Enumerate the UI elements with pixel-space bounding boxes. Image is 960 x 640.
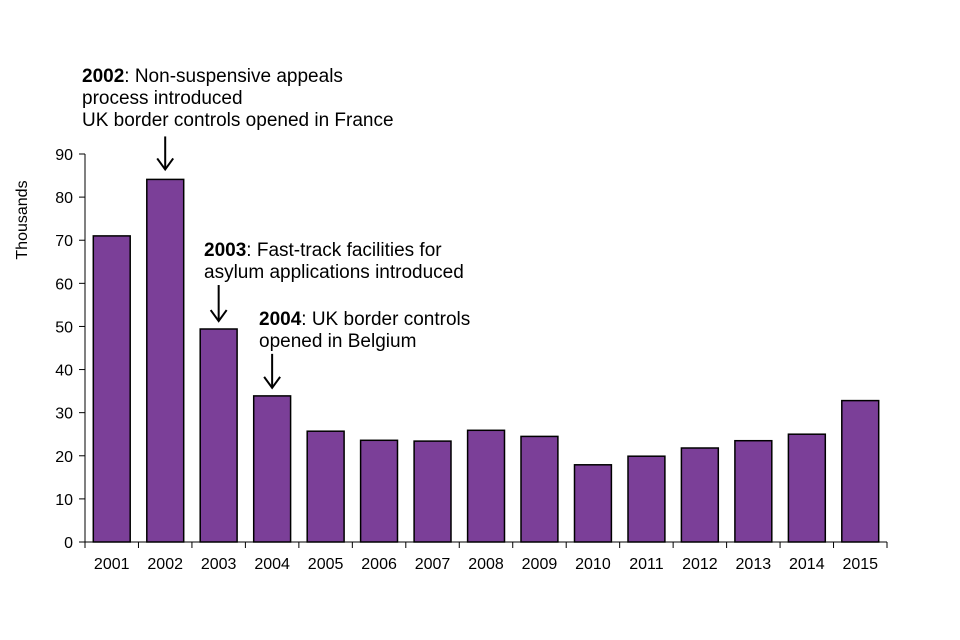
annotation-text: opened in Belgium bbox=[259, 331, 417, 352]
y-tick-label: 80 bbox=[55, 190, 73, 207]
bar-2001 bbox=[92, 235, 131, 543]
annotation-2004: 2004: UK border controls opened in Belgi… bbox=[259, 309, 470, 353]
bar-2002 bbox=[146, 178, 185, 543]
annotation-2003: 2003: Fast-track facilities for asylum a… bbox=[204, 240, 464, 284]
x-tick-label: 2007 bbox=[415, 556, 451, 573]
annotation-text: process introduced bbox=[82, 88, 243, 109]
annotation-text: asylum applications introduced bbox=[204, 262, 464, 283]
y-tick-label: 10 bbox=[55, 492, 73, 509]
bar-2013 bbox=[734, 439, 773, 543]
bars-group bbox=[92, 178, 880, 543]
x-tick-label: 2001 bbox=[94, 556, 130, 573]
bar-2007 bbox=[413, 440, 452, 543]
annotation-text: : UK border controls bbox=[301, 309, 471, 330]
y-axis-label: Thousands bbox=[14, 180, 31, 260]
y-tick-label: 0 bbox=[64, 535, 73, 552]
annotation-arrows bbox=[156, 136, 281, 390]
x-tick-label: 2008 bbox=[468, 556, 504, 573]
annotation-year: 2002 bbox=[82, 66, 125, 87]
y-tick-label: 70 bbox=[55, 233, 73, 250]
x-tick-label: 2004 bbox=[254, 556, 290, 573]
annotation-2002: 2002: Non-suspensive appeals process int… bbox=[82, 66, 394, 132]
x-tick-label: 2005 bbox=[308, 556, 344, 573]
bar-2010 bbox=[573, 464, 613, 543]
y-tick-label: 60 bbox=[55, 276, 73, 293]
y-tick-label: 90 bbox=[55, 147, 73, 164]
annotation-arrowhead-2002 bbox=[156, 157, 175, 172]
bar-2004 bbox=[252, 395, 292, 543]
axes-group: 0 10 20 30 40 50 60 70 80 90 2001 2002 2003 2004 2005 2… bbox=[55, 147, 888, 573]
x-tick-label: 2010 bbox=[575, 556, 611, 573]
bar-2006 bbox=[359, 439, 399, 543]
y-tick-label: 20 bbox=[55, 449, 73, 466]
bar-2003 bbox=[199, 328, 238, 543]
y-tick-label: 40 bbox=[55, 363, 73, 380]
annotation-arrowhead-2004 bbox=[263, 376, 281, 390]
x-tick-label: 2003 bbox=[201, 556, 237, 573]
annotation-year: 2003 bbox=[204, 240, 247, 261]
x-tick-label: 2013 bbox=[736, 556, 772, 573]
x-tick-label: 2015 bbox=[842, 556, 878, 573]
bar-2014 bbox=[787, 433, 827, 543]
bar-2009 bbox=[520, 435, 559, 543]
bar-2005 bbox=[306, 430, 345, 543]
y-tick-label: 50 bbox=[55, 319, 73, 336]
x-tick-label: 2002 bbox=[147, 556, 183, 573]
y-tick-label: 30 bbox=[55, 406, 73, 423]
x-tick-label: 2014 bbox=[789, 556, 825, 573]
x-tick-label: 2009 bbox=[522, 556, 558, 573]
annotation-text: : Non-suspensive appeals bbox=[124, 66, 343, 87]
annotation-arrowhead-2003 bbox=[209, 309, 228, 323]
bar-2015 bbox=[841, 399, 880, 543]
bar-2011 bbox=[627, 455, 666, 543]
x-tick-label: 2011 bbox=[629, 556, 664, 573]
bar-2008 bbox=[466, 429, 506, 543]
annotation-year: 2004 bbox=[259, 309, 302, 330]
x-tick-label: 2006 bbox=[361, 556, 397, 573]
annotation-text: UK border controls opened in France bbox=[82, 110, 394, 131]
annotation-text: : Fast-track facilities for bbox=[246, 240, 442, 261]
bar-2012 bbox=[680, 447, 720, 543]
x-tick-label: 2012 bbox=[682, 556, 718, 573]
